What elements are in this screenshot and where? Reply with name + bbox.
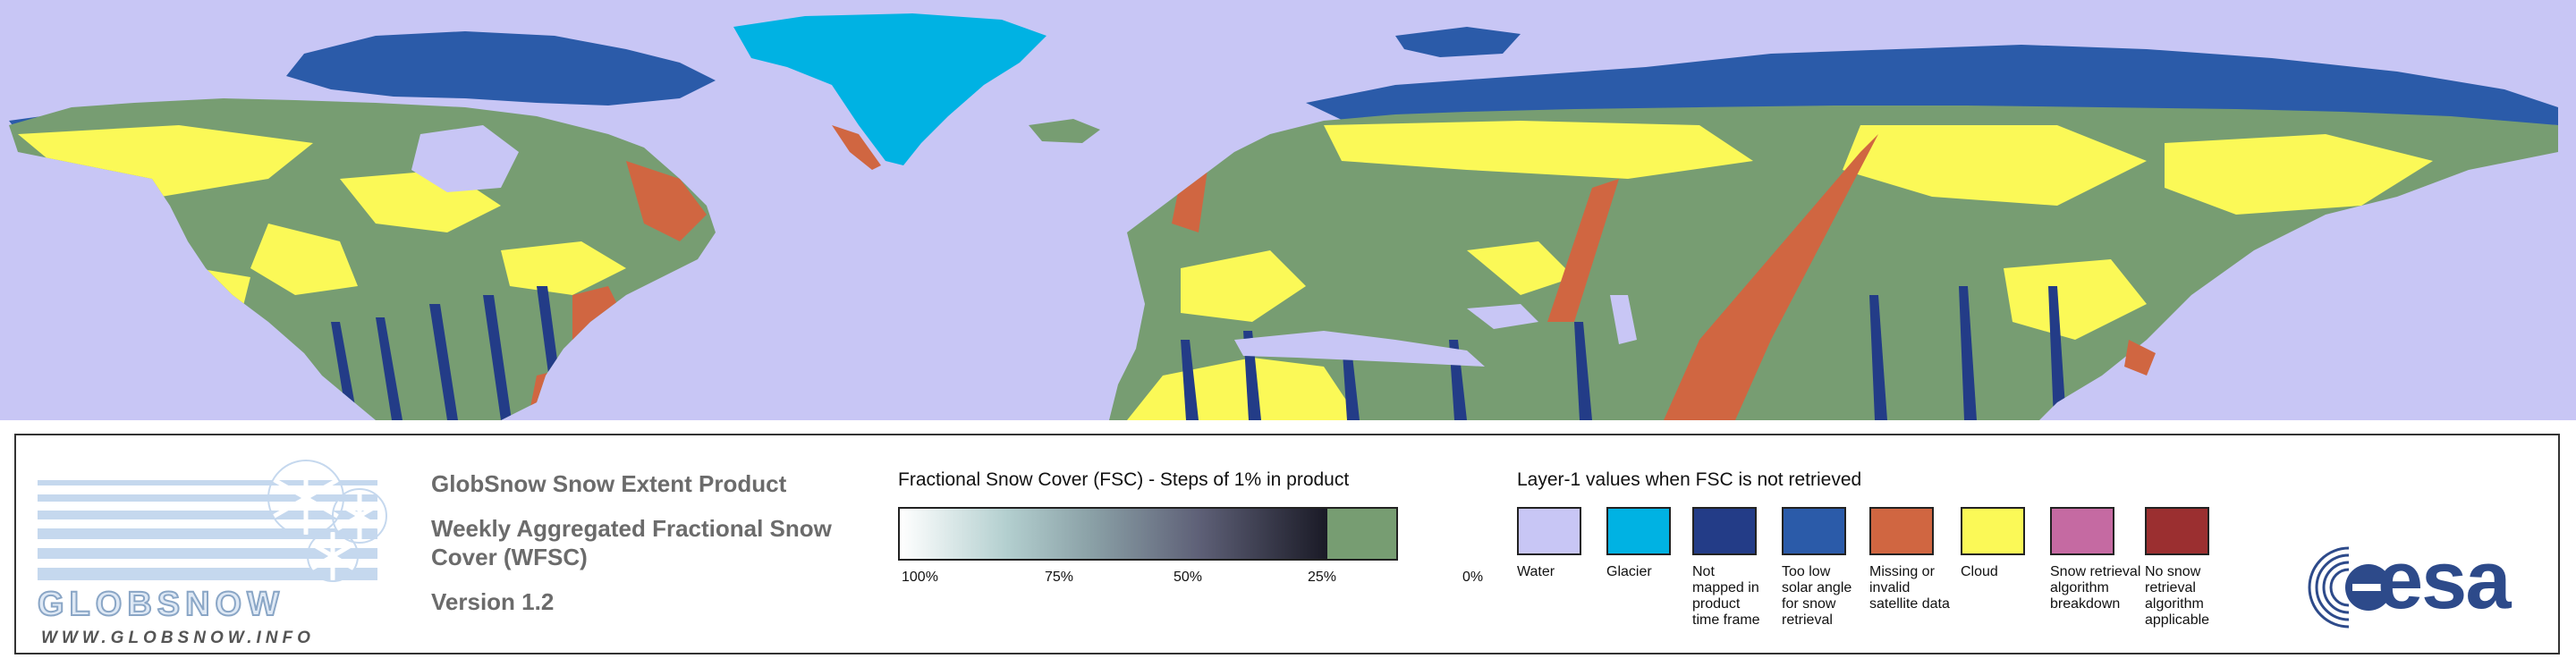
snow-cover-map <box>0 0 2576 420</box>
legend-swatch-not-applicable <box>2145 507 2209 555</box>
fsc-gradient <box>900 509 1328 559</box>
legend-swatch-water <box>1517 507 1581 555</box>
product-subtitle: Weekly Aggregated Fractional Snow Cover … <box>431 515 832 570</box>
legend-swatch-glacier <box>1606 507 1671 555</box>
legend-swatch-missing <box>1869 507 1934 555</box>
iceland <box>1029 119 1100 143</box>
fsc-scale-bar <box>898 507 1398 561</box>
map-canvas <box>9 13 2558 420</box>
fsc-tick-75: 75% <box>1045 570 1074 585</box>
legend-swatch-low-sun <box>1782 507 1846 555</box>
legend-label-breakdown: Snow retrieval algorithm breakdown <box>2050 564 2141 612</box>
black-sea <box>1467 304 1538 329</box>
north-america <box>9 98 716 420</box>
legend-swatch-breakdown <box>2050 507 2114 555</box>
legend-label-glacier: Glacier <box>1606 564 1652 579</box>
globsnow-logo: GLOBSNOW WWW.GLOBSNOW.INFO <box>37 453 395 647</box>
greenland-glacier <box>733 13 1046 165</box>
legend-label-water: Water <box>1517 564 1555 579</box>
legend-label-missing: Missing or invalid satellite data <box>1869 564 1950 612</box>
fsc-scale-title: Fractional Snow Cover (FSC) - Steps of 1… <box>898 469 1350 490</box>
fsc-tick-100: 100% <box>902 570 938 585</box>
product-title: GlobSnow Snow Extent Product <box>431 470 787 497</box>
legend-label-not-mapped: Not mapped in product time frame <box>1692 564 1760 628</box>
legend-label-not-applicable: No snow retrieval algorithm applicable <box>2145 564 2210 628</box>
legend-label-cloud: Cloud <box>1961 564 1998 579</box>
legend-panel: GLOBSNOW WWW.GLOBSNOW.INFO GlobSnow Snow… <box>14 434 2560 654</box>
hudson-bay <box>411 125 519 192</box>
mediterranean <box>1234 331 1485 367</box>
fsc-tick-25: 25% <box>1308 570 1337 585</box>
eurasia <box>1109 106 2558 420</box>
globsnow-wordmark: GLOBSNOW <box>37 585 284 624</box>
esa-wordmark: esa <box>2377 535 2511 626</box>
product-version: Version 1.2 <box>431 588 555 615</box>
globsnow-stripes-graphic <box>38 460 387 582</box>
legend-swatch-not-mapped <box>1692 507 1757 555</box>
legend-label-low-sun: Too low solar angle for snow retrieval <box>1782 564 1852 628</box>
snowflake-icon <box>272 460 384 582</box>
layer1-title: Layer-1 values when FSC is not retrieved <box>1517 469 1862 490</box>
canadian-arctic <box>286 31 716 106</box>
japan <box>2124 340 2156 376</box>
legend-swatch-cloud <box>1961 507 2025 555</box>
globsnow-url[interactable]: WWW.GLOBSNOW.INFO <box>41 629 315 647</box>
caspian-sea <box>1610 295 1637 344</box>
greenland-coast <box>832 125 881 170</box>
fsc-tick-50: 50% <box>1174 570 1203 585</box>
svalbard <box>1395 27 1521 57</box>
esa-logo: esa <box>2306 536 2547 632</box>
fsc-tick-0: 0% <box>1462 570 1484 585</box>
esa-globe-icon <box>2308 543 2404 632</box>
fsc-zero-swatch <box>1327 509 1396 559</box>
siberia-north <box>1306 45 2558 125</box>
